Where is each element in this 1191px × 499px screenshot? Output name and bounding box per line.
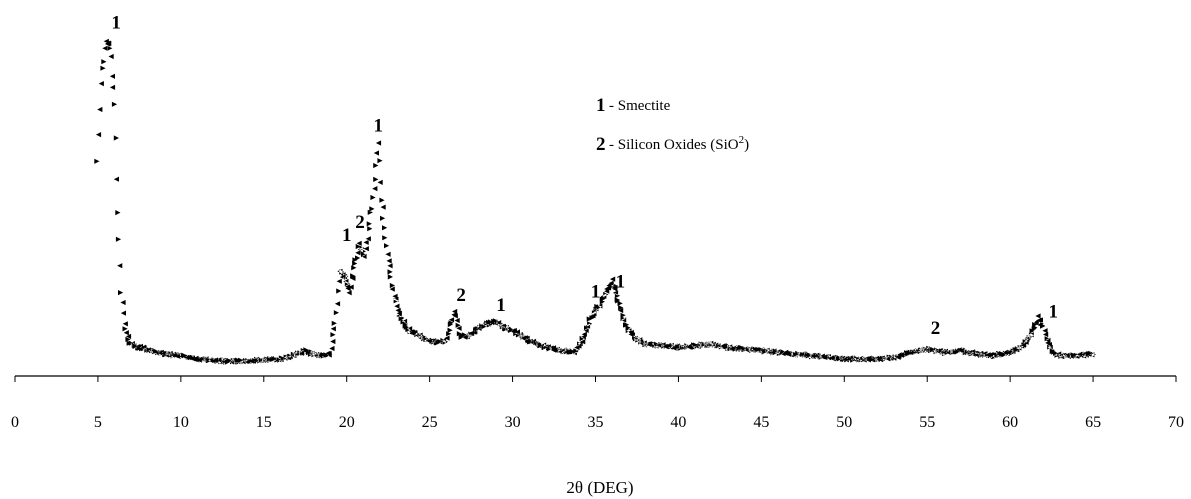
x-tick-label: 40 [670,414,686,431]
diffraction-series [94,38,1097,365]
legend-superscript: 2 [739,134,745,146]
x-tick-label: 70 [1168,414,1184,431]
legend: 1 - Smectite 2 - Silicon Oxides (SiO2) [596,95,749,155]
legend-dash: - [609,98,618,114]
peak-label: 2 [355,212,365,233]
peak-label: 2 [931,318,941,339]
legend-marker: 2 [596,134,606,155]
peak-label: 2 [456,285,466,306]
x-tick-label: 10 [173,414,189,431]
x-tick-label: 0 [11,414,19,431]
x-axis: 0 5 10 15 20 25 30 35 40 45 50 55 60 65 70 [11,375,1184,431]
legend-label: Silicon Oxides (SiO [618,137,739,153]
x-tick-label: 30 [505,414,521,431]
x-tick-label: 50 [836,414,852,431]
svg-text:- Smectite: - Smectite [609,98,671,114]
x-axis-label: 2θ (DEG) [566,478,633,497]
svg-text:- Silicon Oxides (SiO2): - Silicon Oxides (SiO2) [609,134,749,153]
legend-marker: 1 [596,95,606,116]
x-tick-label: 55 [919,414,935,431]
x-tick-label: 20 [339,414,355,431]
peak-label: 1 [111,13,121,34]
legend-dash: - [609,137,618,153]
peak-label: 1 [373,116,383,137]
x-tick-label: 25 [422,414,438,431]
legend-label: Smectite [618,98,671,114]
peak-label: 1 [616,272,626,293]
x-tick-label: 65 [1085,414,1101,431]
peak-label: 1 [591,282,601,303]
peak-label: 1 [496,295,506,316]
series-markers [94,38,1097,365]
peak-label: 1 [342,225,352,246]
x-tick-label: 60 [1002,414,1018,431]
x-tick-label: 5 [94,414,102,431]
peak-label: 1 [1049,302,1059,323]
legend-entry-smectite: 1 - Smectite [596,95,671,116]
x-tick-label: 15 [256,414,272,431]
x-tick-label: 35 [588,414,604,431]
legend-suffix: ) [744,137,749,153]
x-tick-label: 45 [753,414,769,431]
legend-entry-silicon-oxides: 2 - Silicon Oxides (SiO2) [596,134,749,155]
